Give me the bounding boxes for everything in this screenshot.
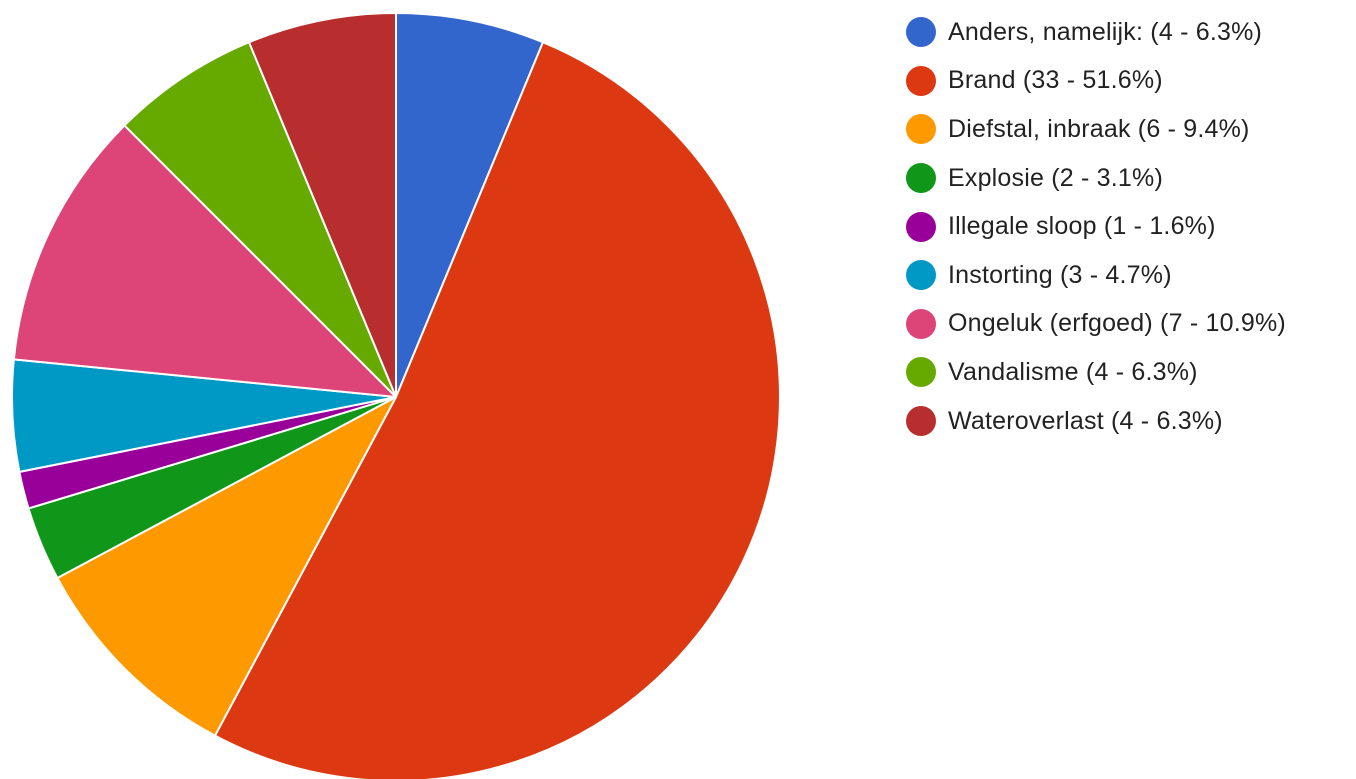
pie-plot-area	[11, 12, 781, 779]
legend-label: Ongeluk (erfgoed) (7 - 10.9%)	[948, 309, 1286, 338]
legend-swatch-icon	[906, 308, 936, 339]
legend-item-ongeluk-erfgoed[interactable]: Ongeluk (erfgoed) (7 - 10.9%)	[906, 300, 1352, 349]
pie-slice-diefstal-inbraak[interactable]	[56, 396, 397, 737]
legend-item-diefstal-inbraak[interactable]: Diefstal, inbraak (6 - 9.4%)	[906, 105, 1352, 154]
pie-slice-brand[interactable]	[213, 41, 781, 779]
legend-item-vandalisme[interactable]: Vandalisme (4 - 6.3%)	[906, 348, 1352, 397]
legend-swatch-icon	[906, 357, 936, 388]
pie-slice-anders-namelijk[interactable]	[395, 12, 544, 398]
legend-item-instorting[interactable]: Instorting (3 - 4.7%)	[906, 251, 1352, 300]
pie-slice-ongeluk-erfgoed[interactable]	[12, 124, 397, 398]
legend-label: Illegale sloop (1 - 1.6%)	[948, 212, 1216, 241]
legend-swatch-icon	[906, 406, 936, 437]
legend-label: Diefstal, inbraak (6 - 9.4%)	[948, 114, 1250, 143]
legend-label: Brand (33 - 51.6%)	[948, 66, 1163, 95]
legend-swatch-icon	[906, 260, 936, 291]
legend-item-anders-namelijk[interactable]: Anders, namelijk: (4 - 6.3%)	[906, 8, 1352, 57]
legend-label: Vandalisme (4 - 6.3%)	[948, 357, 1198, 386]
legend-label: Explosie (2 - 3.1%)	[948, 163, 1163, 192]
legend-swatch-icon	[906, 17, 936, 48]
legend-swatch-icon	[906, 65, 936, 96]
legend-item-brand[interactable]: Brand (33 - 51.6%)	[906, 57, 1352, 106]
legend-swatch-icon	[906, 211, 936, 242]
legend-item-explosie[interactable]: Explosie (2 - 3.1%)	[906, 154, 1352, 203]
pie-slice-vandalisme[interactable]	[123, 41, 397, 398]
legend-item-wateroverlast[interactable]: Wateroverlast (4 - 6.3%)	[906, 397, 1352, 446]
chart-legend: Anders, namelijk: (4 - 6.3%) Brand (33 - …	[906, 8, 1352, 445]
legend-swatch-icon	[906, 114, 936, 145]
legend-label: Wateroverlast (4 - 6.3%)	[948, 406, 1223, 435]
legend-label: Instorting (3 - 4.7%)	[948, 260, 1172, 289]
pie-slice-wateroverlast[interactable]	[248, 12, 397, 398]
legend-swatch-icon	[906, 163, 936, 194]
legend-item-illegale-sloop[interactable]: Illegale sloop (1 - 1.6%)	[906, 202, 1352, 251]
legend-label: Anders, namelijk: (4 - 6.3%)	[948, 17, 1263, 46]
